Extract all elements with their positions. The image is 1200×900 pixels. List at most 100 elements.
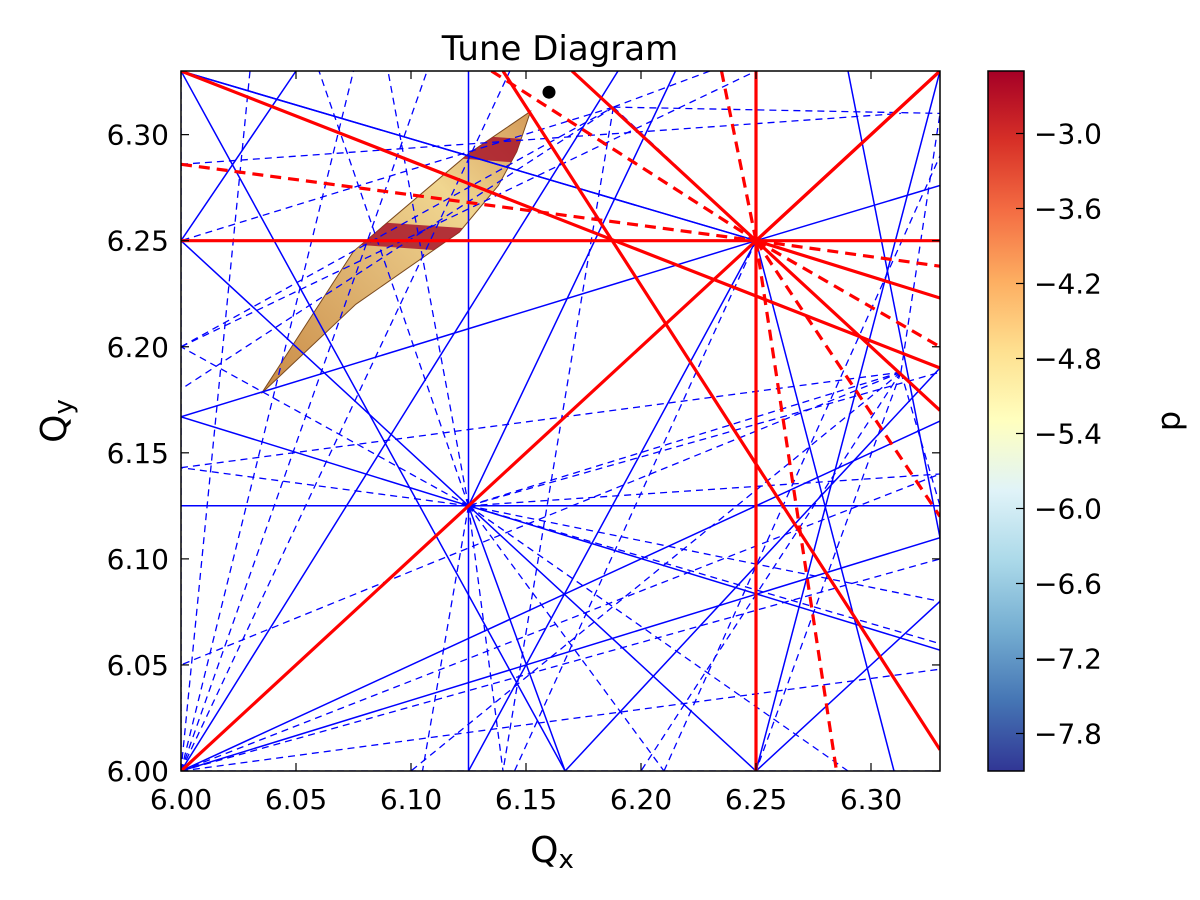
resonance-line-blue-dashed-0 xyxy=(181,371,901,469)
resonance-line-blue-solid-15 xyxy=(755,184,940,242)
resonance-line-blue-solid-24 xyxy=(181,71,566,771)
y-tick-label: 6.10 xyxy=(107,543,169,576)
resonance-line-blue-solid-8 xyxy=(181,416,469,507)
resonance-line-red-solid-7 xyxy=(754,239,940,412)
x-axis-label-sub: x xyxy=(558,845,573,875)
resonance-line-blue-dashed-22 xyxy=(468,505,940,645)
x-tick-label: 6.00 xyxy=(150,783,212,816)
resonance-line-blue-solid-10 xyxy=(467,505,757,771)
plot-frame xyxy=(180,70,941,772)
x-tick-label: 6.30 xyxy=(840,783,902,816)
resonance-line-blue-dashed-5 xyxy=(181,71,355,771)
y-axis-label-main: Q xyxy=(34,415,75,443)
resonance-line-blue-dashed-2 xyxy=(181,112,901,165)
colorbar-tick-label: −7.2 xyxy=(1034,643,1102,676)
colorbar: −3.0 −3.6 −4.2 −4.8 −5.4 −6.0 −6.6 −7.2 −7.8 d xyxy=(987,70,1192,772)
resonance-line-blue-dashed-16 xyxy=(468,371,940,507)
resonance-line-blue-dashed-19 xyxy=(181,346,469,507)
resonance-line-blue-dashed-13 xyxy=(467,505,665,771)
y-tick-label: 6.15 xyxy=(107,437,169,470)
resonance-line-blue-solid-22 xyxy=(755,71,940,771)
resonance-line-blue-dashed-33 xyxy=(755,371,902,771)
resonance-line-blue-solid-5 xyxy=(181,71,619,771)
resonance-line-blue-solid-13 xyxy=(181,239,757,418)
y-axis-label: Qy xyxy=(34,399,79,443)
resonance-lines-blue-solid xyxy=(181,71,940,771)
y-axis-ticks: 6.00 6.05 6.10 6.15 6.20 6.25 6.30 xyxy=(107,119,940,788)
resonance-lines-red-solid xyxy=(181,71,940,771)
resonance-line-blue-dashed-18 xyxy=(387,71,470,506)
resonance-line-blue-dashed-23 xyxy=(613,106,940,115)
resonance-line-blue-dashed-9 xyxy=(181,473,940,771)
resonance-line-blue-dashed-12 xyxy=(468,505,849,771)
x-axis-ticks: 6.00 6.05 6.10 6.15 6.20 6.25 6.30 xyxy=(150,71,902,816)
resonance-line-red-dashed-5 xyxy=(719,71,758,242)
resonance-line-blue-dashed-1 xyxy=(181,106,614,348)
colorbar-tick-label: −7.8 xyxy=(1034,718,1102,751)
resonance-line-blue-dashed-37 xyxy=(663,155,940,771)
colorbar-ticks: −3.0 −3.6 −4.2 −4.8 −5.4 −6.0 −6.6 −7.2 −7.8 xyxy=(1016,118,1102,751)
resonance-line-blue-solid-2 xyxy=(181,420,940,771)
resonance-line-red-solid-4 xyxy=(501,71,940,751)
resonance-line-blue-solid-3 xyxy=(181,536,940,771)
resonance-line-blue-solid-21 xyxy=(564,367,940,771)
resonance-line-red-solid-3 xyxy=(181,71,940,370)
y-tick-label: 6.25 xyxy=(107,225,169,258)
resonance-line-blue-dashed-20 xyxy=(181,467,469,507)
resonance-line-red-dashed-3 xyxy=(754,239,940,518)
x-tick-label: 6.10 xyxy=(380,783,442,816)
resonance-line-blue-dashed-7 xyxy=(181,668,940,771)
resonance-line-blue-solid-12 xyxy=(467,71,677,507)
resonance-line-red-dashed-1 xyxy=(755,239,940,268)
y-tick-label: 6.20 xyxy=(107,331,169,364)
y-tick-label: 6.30 xyxy=(107,119,169,152)
resonance-line-blue-dashed-34 xyxy=(181,371,902,666)
resonance-line-blue-dashed-10 xyxy=(181,71,251,771)
resonance-line-blue-solid-20 xyxy=(755,600,940,771)
x-tick-label: 6.15 xyxy=(495,783,557,816)
colorbar-tick-label: −5.4 xyxy=(1034,418,1102,451)
resonance-line-blue-solid-25 xyxy=(847,71,940,542)
resonance-line-red-solid-6 xyxy=(755,239,940,300)
resonance-line-blue-solid-11 xyxy=(467,505,566,771)
resonance-line-blue-solid-23 xyxy=(181,71,757,242)
x-tick-label: 6.20 xyxy=(610,783,672,816)
y-tick-label: 6.05 xyxy=(107,649,169,682)
colorbar-label: d xyxy=(1154,411,1192,431)
resonance-lines-red-dashed xyxy=(181,71,940,771)
resonance-line-blue-dashed-21 xyxy=(468,473,940,507)
resonance-line-blue-dashed-6 xyxy=(181,71,428,771)
colorbar-tick-label: −4.2 xyxy=(1034,268,1102,301)
colorbar-tick-label: −3.0 xyxy=(1034,118,1102,151)
colorbar-tick-label: −3.6 xyxy=(1034,193,1102,226)
y-tick-label: 6.00 xyxy=(107,755,169,788)
x-tick-label: 6.05 xyxy=(265,783,327,816)
resonance-line-blue-dashed-14 xyxy=(467,505,504,771)
colorbar-tick-label: −6.0 xyxy=(1034,493,1102,526)
resonance-line-red-dashed-0 xyxy=(181,162,757,243)
working-point xyxy=(542,85,556,99)
resonance-line-red-dashed-6 xyxy=(490,71,757,243)
x-axis-label: Qx xyxy=(530,830,574,875)
resonance-line-blue-dashed-17 xyxy=(318,71,470,507)
x-tick-label: 6.25 xyxy=(725,783,787,816)
resonance-line-blue-dashed-15 xyxy=(421,505,470,771)
resonance-line-blue-dashed-27 xyxy=(181,106,614,390)
colorbar-tick-label: −6.6 xyxy=(1034,568,1102,601)
resonance-line-red-solid-8 xyxy=(570,71,758,242)
colorbar-gradient xyxy=(987,70,1025,772)
resonance-line-blue-dashed-4 xyxy=(181,71,511,771)
resonance-line-blue-dashed-11 xyxy=(468,505,940,602)
resonance-line-blue-dashed-29 xyxy=(900,113,940,373)
colorbar-tick-label: −4.8 xyxy=(1034,343,1102,376)
plot-area xyxy=(181,71,940,771)
resonance-line-blue-dashed-28 xyxy=(613,71,711,108)
x-axis-label-main: Q xyxy=(530,830,558,871)
resonance-line-blue-dashed-32 xyxy=(410,371,902,771)
y-axis-label-sub: y xyxy=(49,399,79,414)
resonance-line-red-solid-5 xyxy=(754,71,940,242)
working-point-layer xyxy=(542,85,556,99)
resonance-line-blue-dashed-31 xyxy=(468,371,902,507)
chart-title: Tune Diagram xyxy=(441,29,678,69)
